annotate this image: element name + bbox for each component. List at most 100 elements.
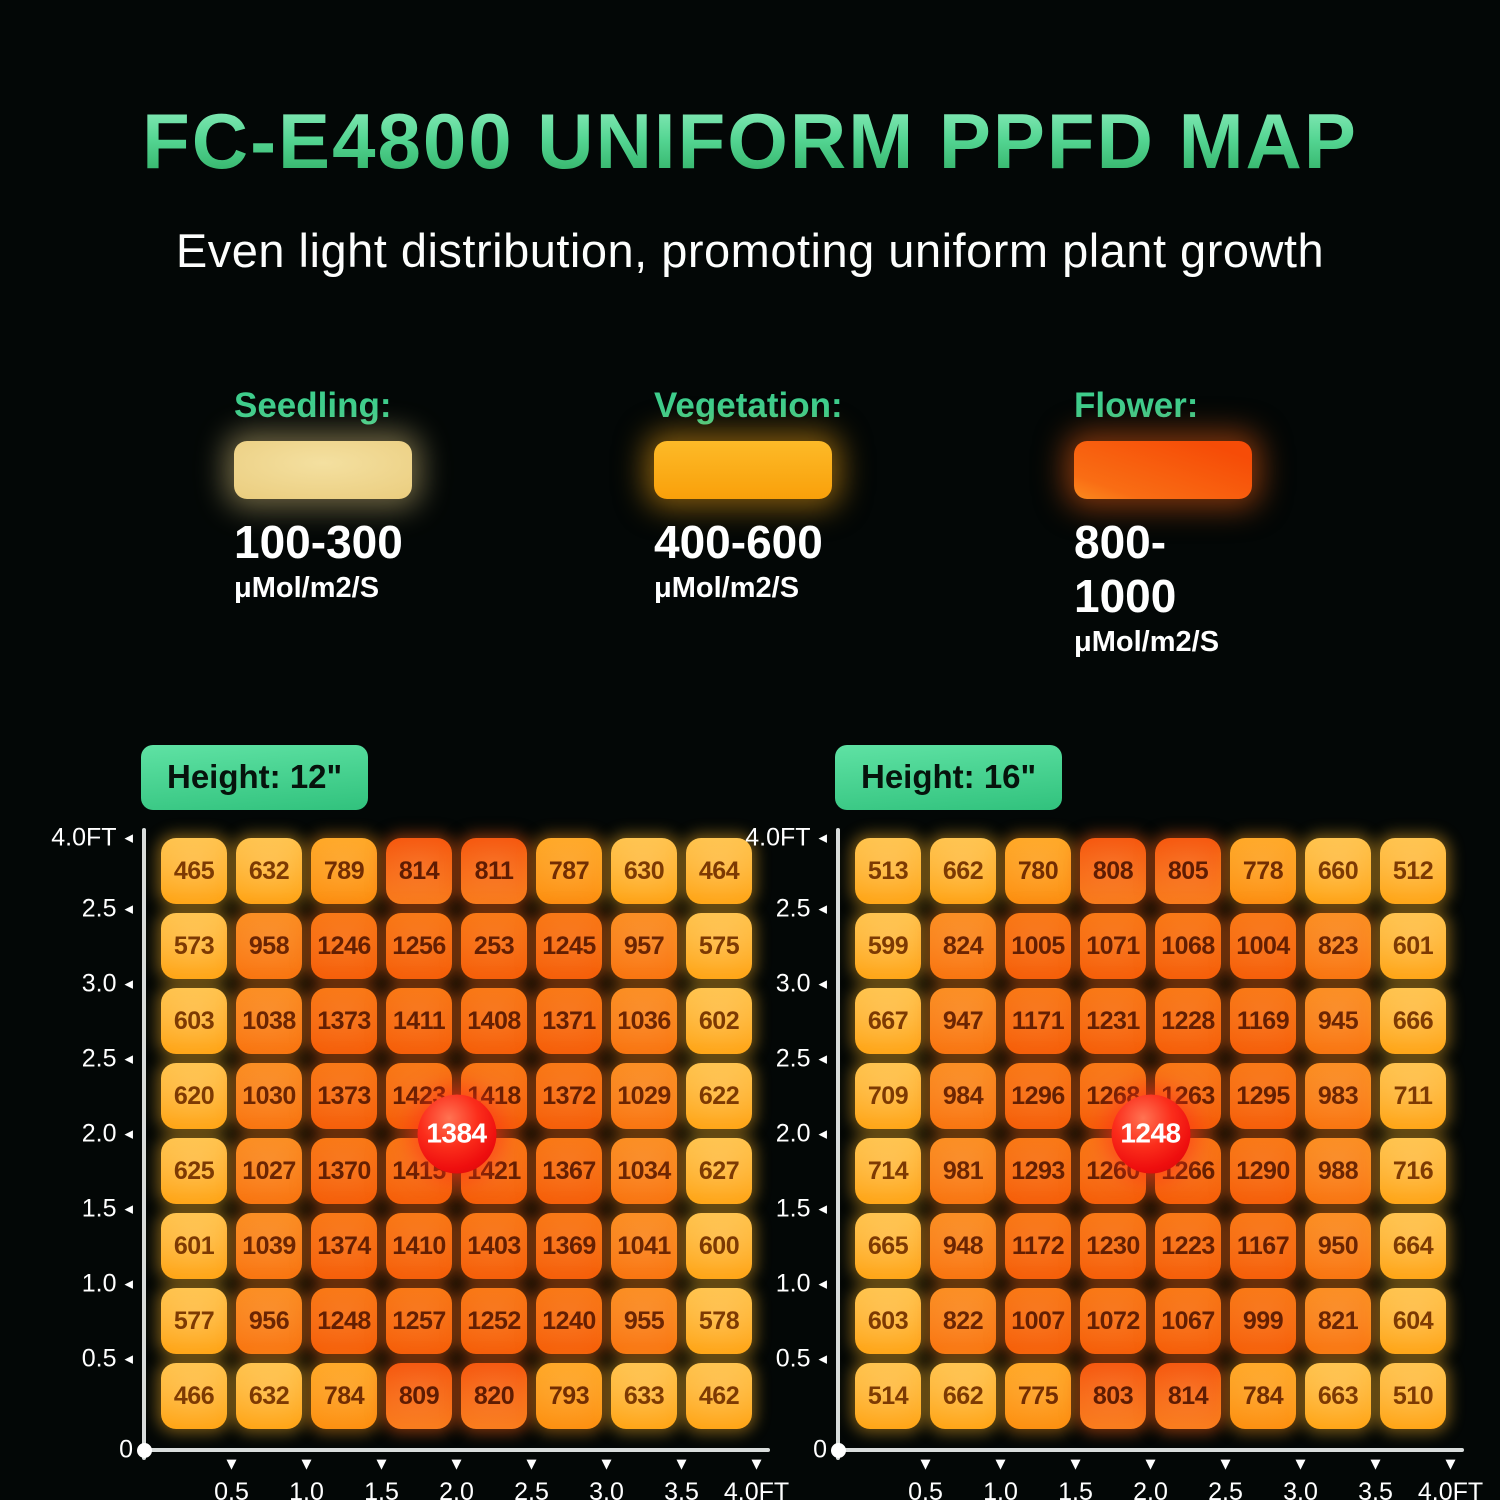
y-tick-arrow-icon: ◀ [818, 1052, 827, 1065]
ppfd-cell-r3c6: 1029 [611, 1063, 677, 1129]
x-tick-arrow-icon: ▼ [1445, 1457, 1456, 1472]
ppfd-cell-r6c1: 956 [236, 1288, 302, 1354]
ppfd-cell-r4c7: 627 [686, 1138, 752, 1204]
x-tick-arrow-icon: ▼ [376, 1457, 387, 1472]
x-tick-arrow-icon: ▼ [301, 1457, 312, 1472]
ppfd-cell-r6c7: 578 [686, 1288, 752, 1354]
x-tick-label: ▼ 3.0 [1283, 1457, 1318, 1500]
ppfd-cell-r5c0: 665 [855, 1213, 921, 1279]
ppfd-cell-r6c0: 603 [855, 1288, 921, 1354]
ppfd-cell-r0c5: 778 [1230, 838, 1296, 904]
ppfd-cell-r2c1: 1038 [236, 988, 302, 1054]
x-tick-arrow-icon: ▼ [1370, 1457, 1381, 1472]
legend-unit: μMol/m2/S [654, 572, 800, 604]
ppfd-cell-r2c2: 1373 [311, 988, 377, 1054]
ppfd-cell-r5c5: 1167 [1230, 1213, 1296, 1279]
y-tick-label: 2.5 ◀ [81, 1044, 133, 1072]
y-tick-label: 1.5 ◀ [81, 1194, 133, 1222]
ppfd-cell-r0c5: 787 [536, 838, 602, 904]
ppfd-cell-r2c7: 602 [686, 988, 752, 1054]
ppfd-cell-r5c3: 1410 [386, 1213, 452, 1279]
ppfd-cell-r7c0: 466 [161, 1363, 227, 1429]
y-tick-arrow-icon: ◀ [818, 1352, 827, 1365]
page-title: FC-E4800 UNIFORM PPFD MAP [0, 96, 1500, 187]
ppfd-cell-r7c6: 633 [611, 1363, 677, 1429]
legend-label: Seedling: [234, 386, 392, 425]
ppfd-cell-r3c1: 984 [930, 1063, 996, 1129]
ppfd-cell-r0c1: 632 [236, 838, 302, 904]
ppfd-cell-r6c4: 1252 [461, 1288, 527, 1354]
ppfd-cell-r3c1: 1030 [236, 1063, 302, 1129]
legend-item-vegetation: Vegetation: 400-600 μMol/m2/S [654, 386, 846, 659]
ppfd-grid: 465 632 789 814 811 787 630 464 573 958 1246 1256 25… [161, 838, 752, 1429]
ppfd-cell-r3c0: 620 [161, 1063, 227, 1129]
y-tick-label: 2.5 ◀ [775, 894, 827, 922]
ppfd-chart-12in: Height: 12" 4.0FT ◀ 2.5 ◀ 3.0 ◀ 2.5 ◀ 2.0 ◀ 1.5 ◀ 1.… [51, 745, 789, 1500]
ppfd-cell-r6c3: 1072 [1080, 1288, 1146, 1354]
ppfd-cell-r5c0: 601 [161, 1213, 227, 1279]
legend-unit: μMol/m2/S [234, 572, 380, 604]
ppfd-cell-r6c2: 1007 [1005, 1288, 1071, 1354]
x-tick-arrow-icon: ▼ [676, 1457, 687, 1472]
ppfd-cell-r5c4: 1223 [1155, 1213, 1221, 1279]
ppfd-cell-r0c4: 811 [461, 838, 527, 904]
x-tick-arrow-icon: ▼ [226, 1457, 237, 1472]
ppfd-cell-r2c0: 603 [161, 988, 227, 1054]
ppfd-cell-r1c2: 1005 [1005, 913, 1071, 979]
y-axis-line [836, 828, 840, 1460]
x-axis-line [142, 1448, 770, 1452]
ppfd-cell-r0c7: 464 [686, 838, 752, 904]
ppfd-cell-r5c7: 600 [686, 1213, 752, 1279]
x-tick-label: ▼ 1.0 [983, 1457, 1018, 1500]
x-tick-label: ▼ 2.5 [1208, 1457, 1243, 1500]
ppfd-cell-r4c7: 716 [1380, 1138, 1446, 1204]
ppfd-cell-r4c6: 988 [1305, 1138, 1371, 1204]
ppfd-cell-r7c7: 462 [686, 1363, 752, 1429]
legend-unit: μMol/m2/S [1074, 626, 1220, 658]
ppfd-cell-r4c6: 1034 [611, 1138, 677, 1204]
ppfd-cell-r1c3: 1256 [386, 913, 452, 979]
y-tick-arrow-icon: ◀ [818, 1127, 827, 1140]
x-tick-arrow-icon: ▼ [995, 1457, 1006, 1472]
y-tick-label: 0.5 ◀ [81, 1344, 133, 1372]
plot-16in: 4.0FT ◀ 2.5 ◀ 3.0 ◀ 2.5 ◀ 2.0 ◀ 1.5 ◀ 1.0 ◀ 0.5 ◀ 0 ▼ 0.5… [745, 824, 1483, 1500]
y-tick-arrow-icon: ◀ [818, 1277, 827, 1290]
x-tick-label: ▼ 1.5 [364, 1457, 399, 1500]
ppfd-cell-r0c0: 513 [855, 838, 921, 904]
ppfd-grid: 513 662 780 808 805 778 660 512 599 824 1005 1071 10… [855, 838, 1446, 1429]
y-tick-arrow-icon: ◀ [818, 831, 827, 845]
ppfd-cell-r1c4: 253 [461, 913, 527, 979]
ppfd-cell-r1c3: 1071 [1080, 913, 1146, 979]
x-tick-arrow-icon: ▼ [601, 1457, 612, 1472]
x-tick-arrow-icon: ▼ [526, 1457, 537, 1472]
y-axis-ticks: 4.0FT ◀ 2.5 ◀ 3.0 ◀ 2.5 ◀ 2.0 ◀ 1.5 ◀ 1.0 ◀ 0.5 ◀ 0 [49, 824, 133, 1464]
ppfd-cell-r7c1: 662 [930, 1363, 996, 1429]
ppfd-cell-r7c5: 793 [536, 1363, 602, 1429]
y-tick-label: 4.0FT ◀ [745, 823, 827, 852]
x-tick-arrow-icon: ▼ [1220, 1457, 1231, 1472]
y-tick-arrow-icon: ◀ [818, 1202, 827, 1215]
ppfd-cell-r5c1: 1039 [236, 1213, 302, 1279]
y-axis-line [142, 828, 146, 1460]
ppfd-cell-r7c3: 809 [386, 1363, 452, 1429]
ppfd-cell-r3c6: 983 [1305, 1063, 1371, 1129]
y-tick-label: 3.0 ◀ [81, 969, 133, 997]
ppfd-cell-r7c4: 814 [1155, 1363, 1221, 1429]
y-tick-arrow-icon: ◀ [124, 977, 133, 990]
ppfd-cell-r1c0: 573 [161, 913, 227, 979]
legend-range: 800-1000 [1074, 516, 1177, 622]
x-tick-label: ▼ 2.0 [1133, 1457, 1168, 1500]
ppfd-cell-r7c5: 784 [1230, 1363, 1296, 1429]
ppfd-cell-r4c1: 1027 [236, 1138, 302, 1204]
x-tick-arrow-icon: ▼ [1070, 1457, 1081, 1472]
ppfd-cell-r4c0: 625 [161, 1138, 227, 1204]
x-tick-label: ▼ 4.0FT [1417, 1457, 1484, 1500]
ppfd-cell-r2c5: 1169 [1230, 988, 1296, 1054]
ppfd-cell-r4c2: 1370 [311, 1138, 377, 1204]
ppfd-cell-r2c3: 1231 [1080, 988, 1146, 1054]
y-axis-ticks: 4.0FT ◀ 2.5 ◀ 3.0 ◀ 2.5 ◀ 2.0 ◀ 1.5 ◀ 1.0 ◀ 0.5 ◀ 0 [743, 824, 827, 1464]
ppfd-legend: Seedling: 100-300 μMol/m2/S Vegetation: … [0, 386, 1500, 659]
x-tick-label: ▼ 0.5 [214, 1457, 249, 1500]
ppfd-cell-r1c5: 1245 [536, 913, 602, 979]
legend-range: 100-300 [234, 516, 403, 568]
